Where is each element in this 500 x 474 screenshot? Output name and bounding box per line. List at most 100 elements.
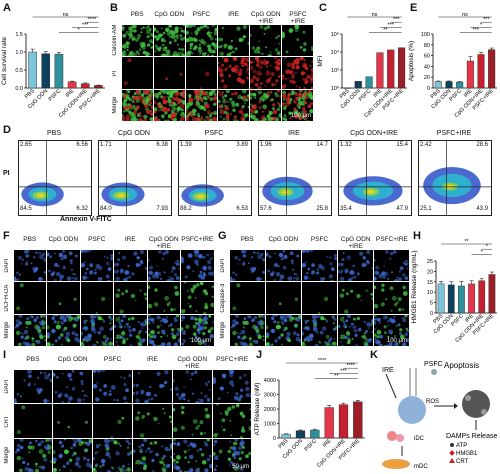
micrograph-tile (338, 249, 374, 282)
bar (310, 429, 320, 439)
quadrant-value: 57.6 (260, 206, 272, 212)
quadrant-value: 3.89 (236, 142, 248, 148)
quadrant-value: 6.32 (76, 206, 88, 212)
micrograph-tile (212, 404, 252, 438)
bar (281, 434, 291, 439)
y-tick-label: 15 (427, 280, 433, 286)
k-bleb (481, 409, 487, 415)
panel-b-live-dead-grid: PBS CpG ODN PSFC IRE CpG ODN +IRE PSFC +IRE Calc… (112, 0, 314, 122)
y-tick-label: 10⁴ (331, 49, 340, 56)
panel-label-b: B (110, 2, 118, 14)
k-ire-arrow (385, 373, 397, 399)
micrograph-tile (374, 249, 410, 282)
micrograph-tile (374, 314, 410, 347)
row-label: PI (112, 70, 118, 76)
micrograph-tile (133, 404, 172, 438)
micrograph-tile (13, 249, 46, 282)
column-label: CpG ODN +IRE (148, 236, 179, 250)
k-hmgb1-label: HMGB1 (456, 451, 478, 457)
k-crt-icon (449, 458, 455, 463)
bar (80, 83, 90, 89)
flow-plot (338, 140, 412, 216)
column-label: PBS (26, 356, 40, 363)
micrograph-tile (218, 57, 250, 89)
bar (398, 47, 406, 89)
sig-label: *** (82, 22, 89, 28)
micrograph-tile (181, 249, 214, 282)
quadrant-value: 6.38 (156, 142, 168, 148)
bar (376, 52, 384, 89)
k-mdc-cell (382, 459, 410, 469)
panel-k-schematic: IRE PSFC ROS Apoptosis DAMPs Release ATP… (382, 361, 497, 470)
k-hmgb1-icon (449, 450, 455, 456)
quadrant-value: 25.8 (316, 206, 328, 212)
panel-label-i: I (3, 349, 7, 361)
k-ros-label: ROS (426, 399, 439, 405)
x-tick-label: PSFC (304, 438, 319, 453)
panel-label-g: G (218, 230, 227, 242)
row-label: Merge (112, 97, 118, 115)
y-tick-label: 20 (427, 269, 433, 275)
y-tick-label: 5 (430, 301, 433, 307)
bar (338, 404, 349, 439)
column-label: CpG ODN +IRE (340, 236, 371, 250)
bar (54, 53, 64, 89)
bar (28, 51, 37, 89)
sig-label: * (481, 249, 484, 255)
flow-plot (258, 140, 332, 216)
sig-label: **** (318, 358, 327, 364)
sig-label: *** (393, 17, 400, 23)
flow-plot-title: CpG ODN+IRE (350, 130, 398, 137)
y-tick-label: 0 (427, 86, 430, 92)
sig-label: *** (483, 17, 490, 23)
y-axis-label: Cell survival rate (1, 37, 8, 85)
k-idc-cell (387, 431, 397, 441)
sig-label: * (480, 22, 483, 28)
micrograph-tile (147, 249, 180, 282)
row-label: Merge (4, 447, 10, 465)
micrograph-tile (250, 24, 282, 57)
micrograph-tile (80, 282, 113, 314)
x-tick-label: PBS (278, 438, 290, 450)
column-label: CpG ODN +IRE (177, 356, 208, 370)
micrograph-tile (250, 57, 282, 89)
column-label: IRE (228, 11, 239, 18)
micrograph-tile (338, 314, 374, 347)
micrograph-tile (282, 24, 314, 57)
micrograph-tile (218, 89, 250, 122)
micrograph-tile (13, 404, 53, 438)
micrograph-tile (153, 89, 185, 122)
micrograph-tile (147, 314, 180, 347)
quadrant-value: 1.39 (180, 142, 192, 148)
row-label: CRT (4, 414, 10, 428)
column-label: PSFC+IRE (181, 236, 214, 243)
y-axis-label: HMGB1 Release (ng/mL) (411, 251, 418, 324)
micrograph-tile (53, 404, 93, 438)
scale-bar-label: 100 μm (290, 113, 311, 119)
sig-label: * (78, 28, 81, 34)
quadrant-value: 43.9 (476, 206, 488, 212)
panel-d-flow-cytometry: PBS 2.65 6.56 84.5 6.32 CpG ODN 1.71 6.38 84.0… (0, 130, 500, 230)
row-label: DCFH-DA (4, 284, 10, 312)
y-tick-label: 1.0 (15, 50, 23, 56)
flow-plot-title: PSFC+IRE (436, 130, 472, 137)
bar (437, 283, 445, 314)
x-tick-label: IRE (65, 88, 76, 99)
k-bleb (465, 395, 471, 401)
column-label: PBS (240, 236, 254, 243)
sig-label: ns (462, 12, 468, 18)
micrograph-tile (53, 369, 93, 404)
micrograph-tile (181, 314, 214, 347)
x-tick-label: PSFC (48, 88, 63, 103)
row-label: Calcein-AM (112, 24, 118, 56)
y-tick-label: 0 (430, 311, 433, 317)
sig-label: ns (63, 12, 69, 18)
x-tick-label: IRE (373, 88, 384, 99)
panel-f-ros-grid: PBS CpG ODN PSFC IRE CpG ODN +IRE PSFC+IRE DAPI… (4, 235, 214, 347)
flow-x-label: Annexin V-FITC (60, 216, 112, 223)
sig-label: ** (464, 239, 469, 245)
k-damps-label: DAMPs Release (446, 433, 497, 440)
